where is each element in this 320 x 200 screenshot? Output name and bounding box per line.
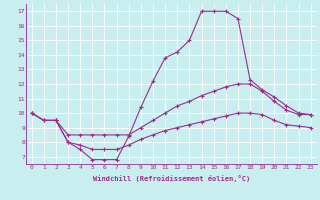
X-axis label: Windchill (Refroidissement éolien,°C): Windchill (Refroidissement éolien,°C): [92, 175, 250, 182]
